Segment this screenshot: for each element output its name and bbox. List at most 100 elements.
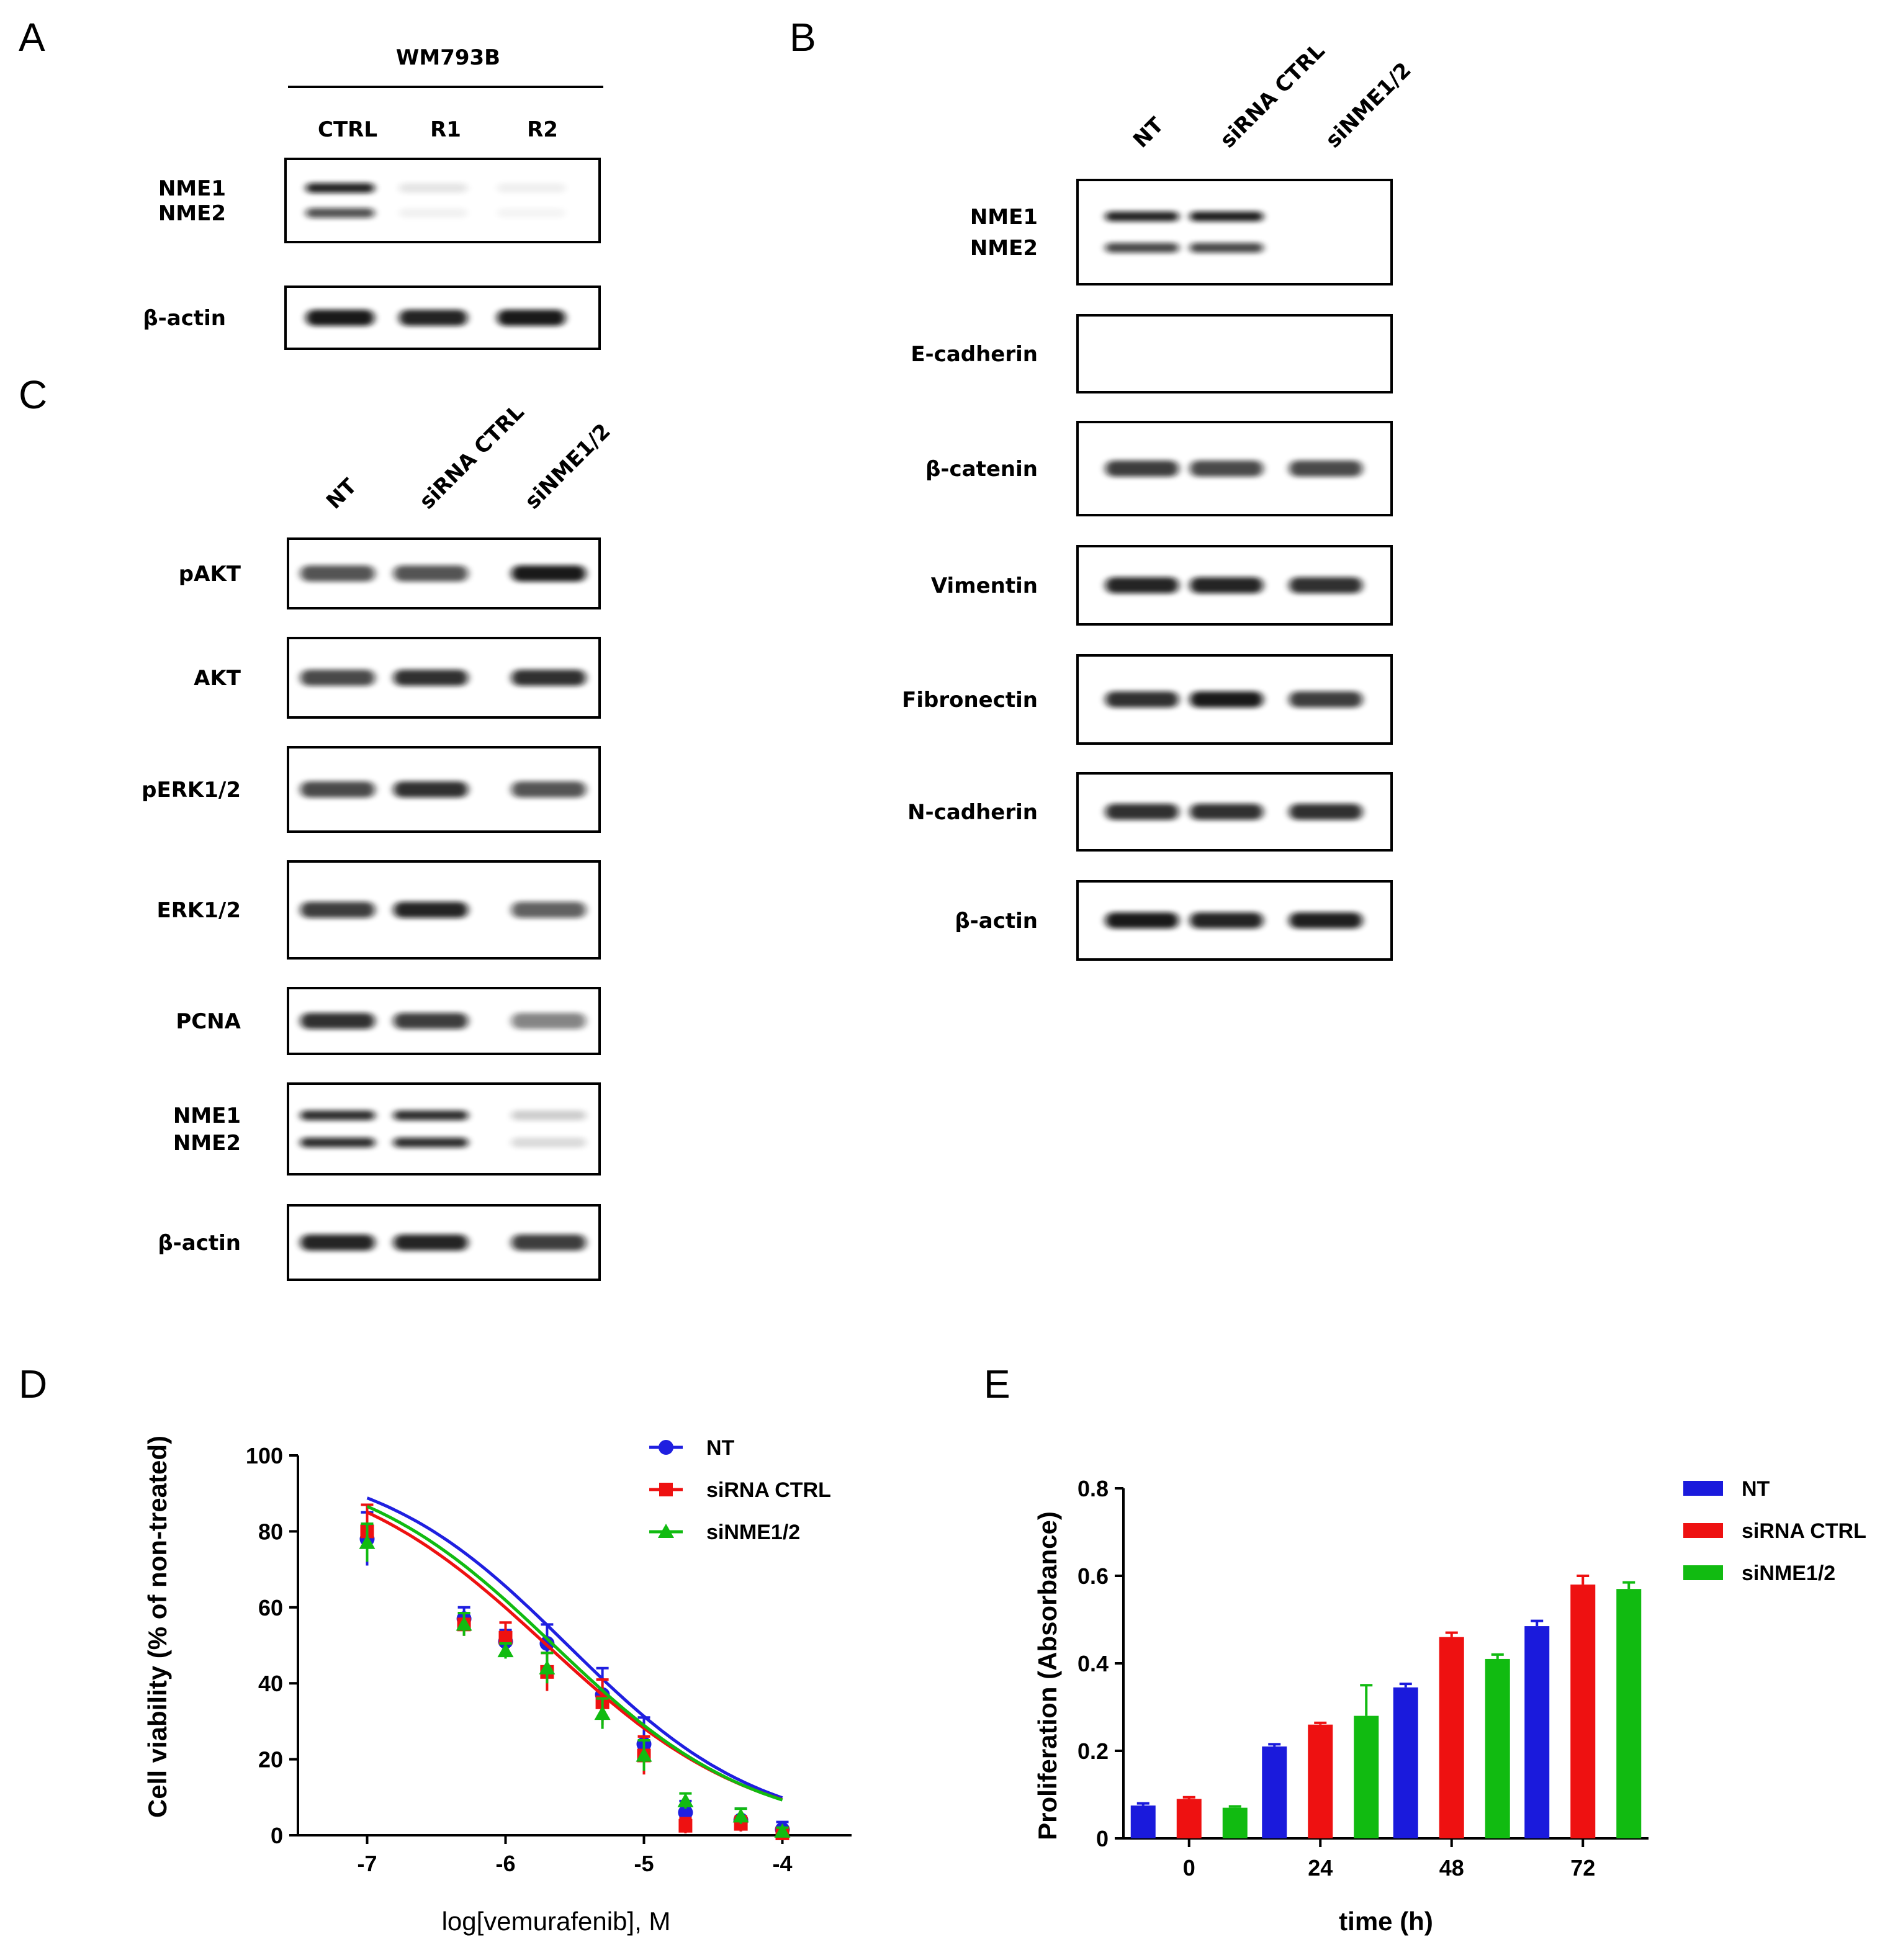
blot-band	[300, 1013, 375, 1029]
legend-label: siRNA CTRL	[706, 1478, 831, 1502]
y-tick-label: 0	[271, 1823, 283, 1848]
blot-band	[1190, 243, 1263, 253]
lane-label: siNME1/2	[520, 419, 616, 515]
blot-band	[306, 208, 374, 218]
blot-label: β-actin	[143, 306, 226, 331]
blot-band	[300, 1110, 375, 1121]
bar	[1308, 1724, 1333, 1838]
bar	[1130, 1805, 1156, 1838]
blot-band	[1289, 461, 1362, 477]
blot-band	[300, 670, 375, 686]
lane-label: NT	[1128, 112, 1169, 153]
blot-band	[511, 902, 586, 918]
bar	[1485, 1658, 1510, 1838]
data-point	[677, 1792, 694, 1807]
blot-band	[300, 565, 375, 582]
bar	[1570, 1585, 1596, 1838]
x-tick-label: 0	[1183, 1855, 1195, 1881]
y-tick-label: 100	[246, 1443, 283, 1468]
fit-curve-2	[366, 1504, 783, 1802]
blot-band	[1289, 912, 1362, 928]
lane-label: R1	[430, 117, 461, 142]
x-tick-label: -7	[357, 1851, 377, 1876]
x-axis-title: log[vemurafenib], M	[442, 1907, 671, 1936]
lane-label: CTRL	[318, 117, 377, 142]
blot-band	[497, 310, 565, 326]
legend-marker	[659, 1440, 673, 1455]
blot-band	[1190, 577, 1263, 593]
data-point	[359, 1534, 376, 1549]
blot-band	[300, 902, 375, 918]
panel-letter-c: C	[19, 372, 47, 417]
blot-label: β-actin	[955, 909, 1038, 933]
y-tick-label: 0.4	[1077, 1651, 1109, 1676]
blot-band	[497, 182, 565, 193]
lane-label: R2	[527, 117, 558, 142]
bar	[1354, 1715, 1379, 1838]
x-tick-label: -4	[772, 1851, 792, 1876]
data-point	[498, 1630, 513, 1645]
data-point	[732, 1808, 749, 1823]
y-tick-label: 20	[258, 1747, 283, 1773]
blot-band	[1190, 804, 1263, 820]
blot-label: NME2	[970, 236, 1038, 261]
panel-e-proliferation-chart: 0 0.2 0.4 0.6 0.8 0 24 48 72 time (h) Proliferatio…	[1033, 1476, 1866, 1936]
legend-swatch	[1683, 1481, 1723, 1496]
x-tick-label: 48	[1439, 1855, 1464, 1881]
blot-band	[394, 670, 468, 686]
blot-frame	[1076, 179, 1393, 285]
blot-band	[511, 670, 586, 686]
blot-label: NME2	[158, 201, 226, 226]
lane-label: NT	[322, 474, 362, 514]
bar	[1524, 1626, 1550, 1838]
blot-band	[1190, 912, 1263, 928]
y-tick-label: 40	[258, 1671, 283, 1696]
lane-label: siRNA CTRL	[415, 400, 529, 514]
bar	[1176, 1799, 1202, 1838]
blot-band	[399, 182, 467, 193]
panel-letter-a: A	[19, 15, 45, 60]
blot-band	[1105, 243, 1179, 253]
blot-band	[300, 1234, 375, 1251]
blot-frame	[1076, 314, 1393, 393]
bar	[1393, 1687, 1418, 1838]
x-tick-label: -5	[634, 1851, 654, 1876]
x-tick-label: 24	[1308, 1855, 1333, 1881]
legend-swatch	[1683, 1523, 1723, 1538]
legend-marker	[659, 1483, 673, 1496]
blot-band	[306, 310, 374, 326]
blot-band	[1289, 804, 1362, 820]
blot-band	[306, 182, 374, 193]
blot-band	[497, 208, 565, 218]
blot-band	[1105, 461, 1179, 477]
data-point	[456, 1616, 472, 1631]
blot-frame	[284, 158, 601, 243]
x-axis-title: time (h)	[1339, 1907, 1433, 1936]
blot-band	[511, 781, 586, 798]
legend-marker	[658, 1524, 674, 1538]
x-tick-label: 72	[1570, 1855, 1595, 1881]
panel-d-dose-response-chart: 0 20 40 60 80 100 -7 -6 -5 -4 log[vemurafenib], M C…	[143, 1436, 852, 1936]
y-tick-label: 0.6	[1077, 1563, 1109, 1589]
blot-band	[511, 1013, 586, 1029]
panel-a-cell-line: WM793B	[396, 45, 500, 70]
bar	[1262, 1746, 1287, 1838]
blot-band	[394, 902, 468, 918]
bar	[1439, 1637, 1464, 1838]
data-point	[497, 1643, 514, 1658]
blot-band	[1105, 691, 1179, 708]
data-point	[678, 1805, 693, 1820]
blot-band	[300, 1137, 375, 1148]
blot-label: β-catenin	[925, 457, 1038, 482]
blot-band	[394, 1013, 468, 1029]
y-tick-label: 0.8	[1077, 1476, 1109, 1501]
blot-band	[1105, 804, 1179, 820]
blot-band	[511, 565, 586, 582]
x-tick-label: -6	[495, 1851, 515, 1876]
blot-label: NME1	[158, 176, 226, 201]
legend-label: NT	[1742, 1477, 1770, 1501]
blot-band	[300, 781, 375, 798]
lane-label: siRNA CTRL	[1215, 38, 1329, 153]
